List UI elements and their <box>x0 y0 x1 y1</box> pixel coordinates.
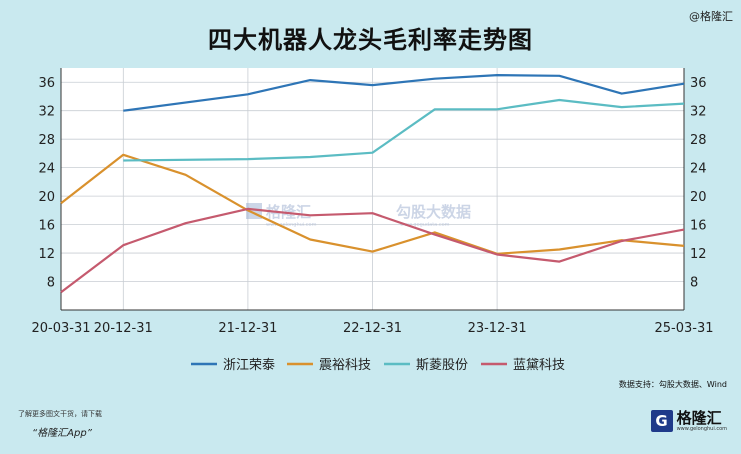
series-line-3 <box>123 98 685 162</box>
y-tick-label-left: 8 <box>47 276 55 291</box>
x-tick-label: 20-12-31 <box>94 321 153 336</box>
x-tick-label: 23-12-31 <box>468 321 527 336</box>
brand-name: 格隆汇 <box>676 409 722 427</box>
legend-label: 蓝黛科技 <box>513 358 565 373</box>
x-tick-label: 20-03-31 <box>31 321 90 336</box>
legend-label: 震裕科技 <box>319 358 371 373</box>
x-tick-label: 22-12-31 <box>343 321 402 336</box>
series-lines <box>60 73 685 294</box>
legend: 浙江荣泰 震裕科技 斯菱股份 蓝黛科技 <box>191 358 565 373</box>
legend-label: 斯菱股份 <box>416 358 468 373</box>
y-tick-label-left: 24 <box>38 162 55 177</box>
series-line-1 <box>123 73 685 112</box>
y-tick-label-right: 16 <box>690 219 707 234</box>
brand-url: www.gelonghui.com <box>676 426 727 432</box>
y-tick-label-right: 32 <box>690 105 707 120</box>
brand-text: 格隆汇 www.gelonghui.com <box>677 410 727 432</box>
x-tick-label: 25-03-31 <box>654 321 713 336</box>
y-tick-label-left: 36 <box>38 76 55 91</box>
y-tick-label-right: 24 <box>690 162 707 177</box>
y-tick-label-right: 36 <box>690 76 707 91</box>
watermark-right-text: 勾股大数据 <box>396 203 471 221</box>
watermark-right-sub: www.gogudata.com <box>400 222 450 228</box>
brand-logo-icon: G <box>650 410 673 432</box>
download-note: 了解更多图文干货，请下载 <box>18 410 102 418</box>
chart-title: 四大机器人龙头毛利率走势图 <box>208 26 533 54</box>
series-line-2 <box>60 153 685 255</box>
grid <box>60 68 685 310</box>
series-line-4 <box>60 207 685 294</box>
axes: 8 8 12 12 16 16 20 20 24 24 28 28 32 32 36 36 20-03-31 20… <box>31 68 714 336</box>
author-handle: @格隆汇 <box>689 10 733 23</box>
y-tick-label-right: 8 <box>690 276 698 291</box>
y-tick-label-right: 12 <box>690 247 707 262</box>
y-tick-label-left: 12 <box>38 247 55 262</box>
watermark-left-sub: www.gelonghui.com <box>266 222 317 228</box>
brand: G 格隆汇 www.gelonghui.com <box>650 410 727 432</box>
y-tick-label-left: 20 <box>38 190 55 205</box>
legend-label: 浙江荣泰 <box>223 358 275 373</box>
y-tick-label-left: 16 <box>38 219 55 234</box>
y-tick-label-right: 20 <box>690 190 707 205</box>
y-tick-label-left: 28 <box>38 133 55 148</box>
x-tick-label: 21-12-31 <box>218 321 277 336</box>
data-source: 数据支持：勾股大数据、Wind <box>618 380 727 389</box>
app-name: “格隆汇App” <box>32 428 92 439</box>
y-tick-label-left: 32 <box>38 105 55 120</box>
y-tick-label-right: 28 <box>690 133 707 148</box>
